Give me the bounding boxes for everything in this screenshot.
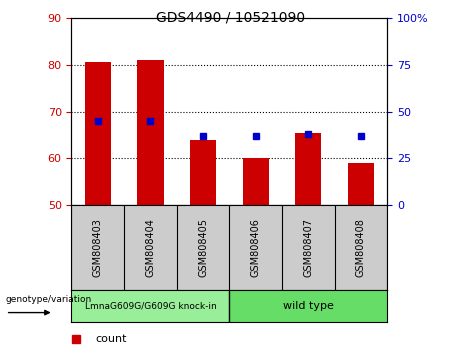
Bar	[242, 159, 269, 205]
Bar	[348, 163, 374, 205]
Text: GSM808403: GSM808403	[93, 218, 103, 277]
Bar	[137, 60, 164, 205]
Text: GSM808404: GSM808404	[145, 218, 155, 277]
Bar	[85, 62, 111, 205]
Bar	[229, 290, 387, 322]
Text: GSM808407: GSM808407	[303, 218, 313, 277]
Text: wild type: wild type	[283, 301, 334, 311]
Bar	[190, 139, 216, 205]
Bar	[295, 133, 321, 205]
Text: GSM808406: GSM808406	[251, 218, 260, 277]
Text: GDS4490 / 10521090: GDS4490 / 10521090	[156, 11, 305, 25]
Text: genotype/variation: genotype/variation	[6, 295, 92, 304]
Bar	[71, 290, 229, 322]
Text: LmnaG609G/G609G knock-in: LmnaG609G/G609G knock-in	[84, 302, 216, 311]
Text: count: count	[96, 333, 127, 344]
Text: GSM808405: GSM808405	[198, 218, 208, 277]
Text: GSM808408: GSM808408	[356, 218, 366, 277]
